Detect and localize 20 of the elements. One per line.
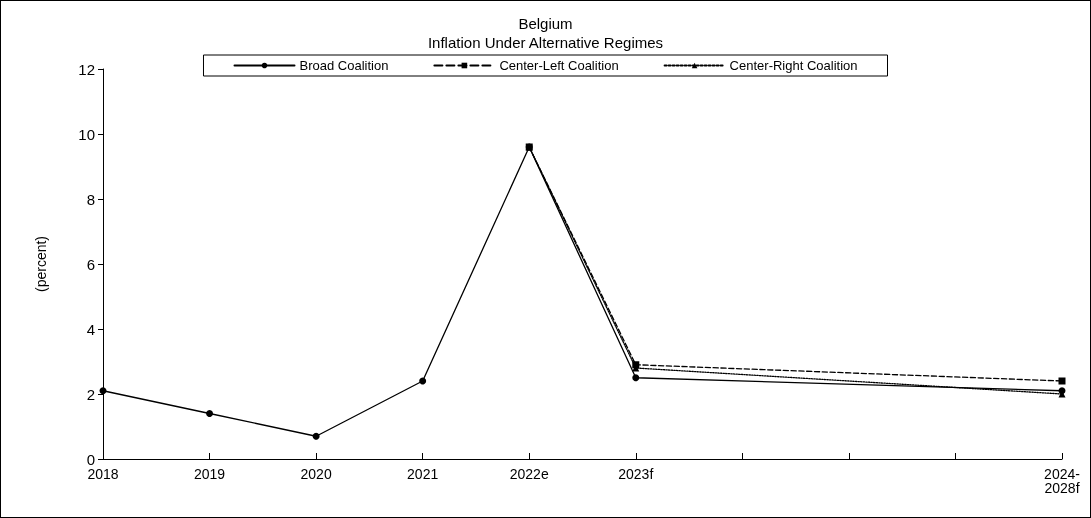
- y-tick-label: 10: [78, 125, 95, 143]
- x-tick-label: 2022e: [509, 466, 549, 482]
- chart-title: Belgium: [518, 15, 573, 32]
- y-tick-label: 0: [86, 450, 95, 468]
- legend-label: Center-Left Coalition: [499, 58, 619, 73]
- legend-label: Broad Coalition: [299, 58, 389, 73]
- x-tick-label: 2020: [300, 466, 332, 482]
- legend-label: Center-Right Coalition: [729, 58, 858, 73]
- chart-subtitle: Inflation Under Alternative Regimes: [427, 34, 664, 51]
- y-tick-label: 6: [86, 255, 95, 273]
- x-tick-label: 2021: [407, 466, 439, 482]
- y-tick-label: 8: [86, 190, 95, 208]
- y-axis-title: (percent): [33, 235, 49, 293]
- x-tick-label: 2024-2028f: [1044, 466, 1081, 496]
- x-tick-label: 2019: [193, 466, 226, 482]
- x-tick-label: 2018: [87, 466, 119, 482]
- y-tick-label: 4: [86, 320, 95, 338]
- y-tick-label: 2: [86, 385, 95, 403]
- y-tick-label: 12: [78, 60, 95, 78]
- x-tick-label: 2023f: [618, 466, 654, 482]
